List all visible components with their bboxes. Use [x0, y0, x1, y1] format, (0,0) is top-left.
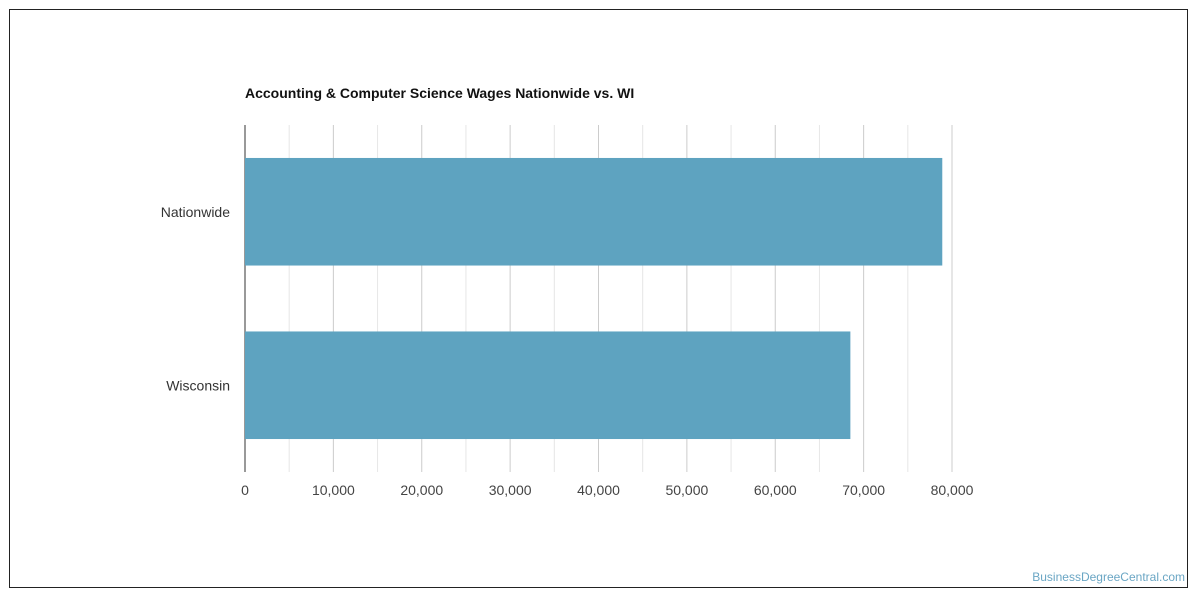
chart-title: Accounting & Computer Science Wages Nati… [245, 85, 635, 101]
x-tick-label: 40,000 [577, 482, 620, 498]
x-tick-label: 0 [241, 482, 249, 498]
x-tick-label: 80,000 [931, 482, 974, 498]
x-tick-label: 50,000 [665, 482, 708, 498]
category-label: Nationwide [161, 204, 230, 220]
x-tick-label: 60,000 [754, 482, 797, 498]
bar-wisconsin [245, 331, 851, 440]
x-tick-label: 20,000 [400, 482, 443, 498]
x-tick-label: 70,000 [842, 482, 885, 498]
watermark-link[interactable]: BusinessDegreeCentral.com [1032, 570, 1185, 584]
x-tick-label: 30,000 [489, 482, 532, 498]
x-tick-label: 10,000 [312, 482, 355, 498]
category-label: Wisconsin [166, 377, 230, 393]
bar-nationwide [245, 157, 943, 266]
